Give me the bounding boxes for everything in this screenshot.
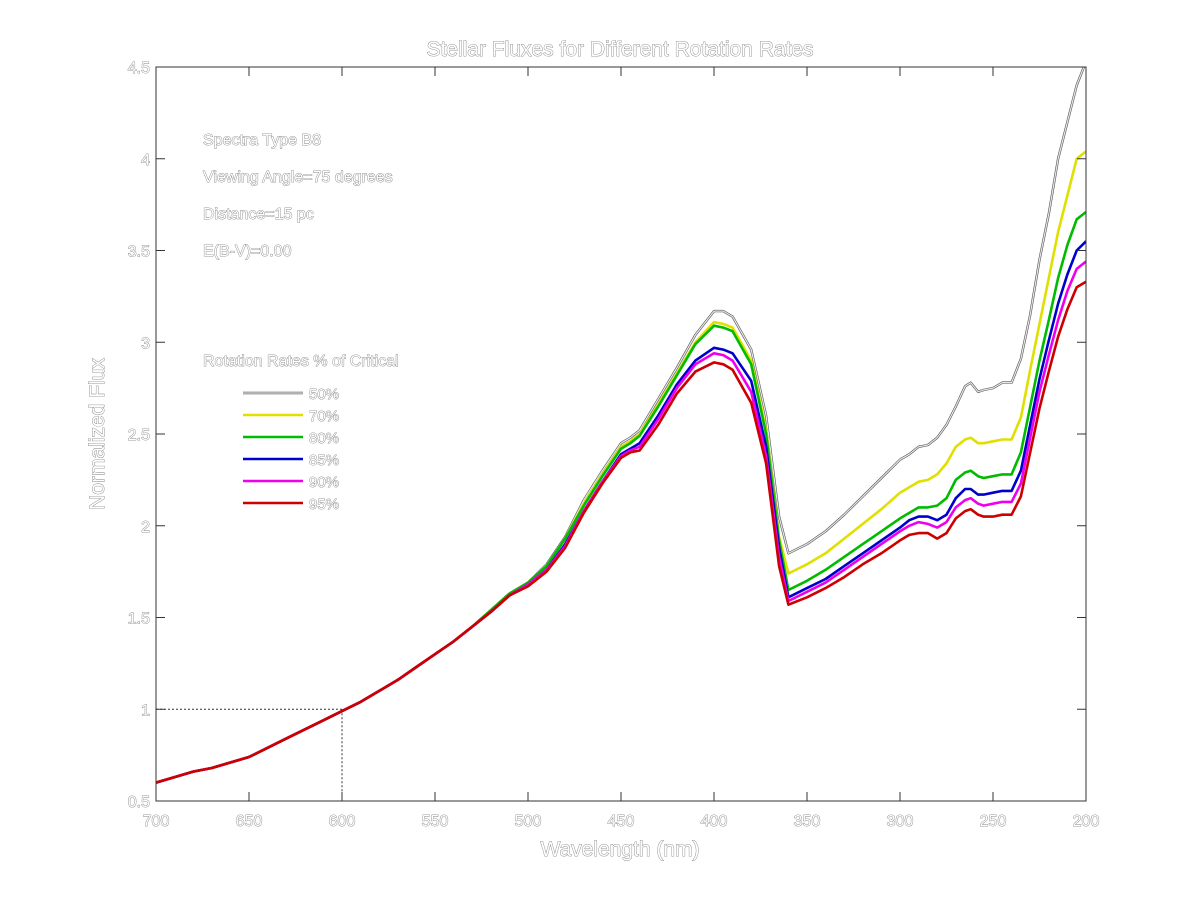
- x-tick-label: 450: [608, 813, 635, 830]
- y-tick-label: 3: [141, 335, 150, 352]
- y-tick-label: 4: [141, 152, 150, 169]
- series-line-70pct: [156, 150, 1086, 784]
- series-line-90pct: [156, 260, 1086, 784]
- legend-label-95pct: 95%: [309, 496, 339, 513]
- x-tick-label: 250: [980, 813, 1007, 830]
- annotation-spectra-type: Spectra Type B8: [203, 132, 321, 149]
- annotation-extinction: E(B-V)=0.00: [203, 243, 292, 260]
- legend-label-50pct: 50%: [309, 386, 339, 403]
- x-tick-label: 650: [236, 813, 263, 830]
- x-tick-label: 700: [143, 813, 170, 830]
- x-tick-label: 350: [794, 813, 821, 830]
- chart-title: Stellar Fluxes for Different Rotation Ra…: [426, 38, 813, 61]
- annotation-viewing-angle: Viewing Angle=75 degrees: [203, 169, 393, 186]
- y-tick-label: 2: [141, 519, 150, 536]
- plot-area: [156, 67, 1086, 801]
- x-tick-label: 400: [701, 813, 728, 830]
- x-tick-label: 300: [887, 813, 914, 830]
- series-line-80pct: [156, 210, 1086, 784]
- annotation-block: Spectra Type B8 Viewing Angle=75 degrees…: [203, 132, 393, 261]
- annotation-distance: Distance=15 pc: [203, 206, 314, 223]
- x-axis-label: Wavelength (nm): [540, 838, 699, 861]
- y-tick-label: 1.5: [128, 611, 150, 628]
- legend-label-90pct: 90%: [309, 474, 339, 491]
- y-tick-label: 4.5: [128, 60, 150, 77]
- y-tick-label: 2.5: [128, 427, 150, 444]
- legend-title: Rotation Rates % of Critical: [203, 353, 399, 370]
- legend: Rotation Rates % of Critical 50% 70% 80% 85…: [203, 353, 399, 514]
- y-tick-label: 3.5: [128, 244, 150, 261]
- y-tick-label: 0.5: [128, 794, 150, 811]
- legend-label-80pct: 80%: [309, 430, 339, 447]
- series-line-85pct: [156, 240, 1086, 784]
- axes: 700 650 600 550 500 450 400 350 300 250 200 0.5 1 1.5…: [127, 60, 1100, 831]
- x-tick-label: 200: [1073, 813, 1100, 830]
- legend-label-70pct: 70%: [309, 408, 339, 425]
- legend-label-85pct: 85%: [309, 452, 339, 469]
- y-axis-label: Normalized Flux: [86, 358, 109, 510]
- x-tick-label: 600: [329, 813, 356, 830]
- y-tick-label: 1: [141, 702, 150, 719]
- x-tick-label: 550: [422, 813, 449, 830]
- x-tick-label: 500: [515, 813, 542, 830]
- series-line-95pct: [156, 280, 1086, 784]
